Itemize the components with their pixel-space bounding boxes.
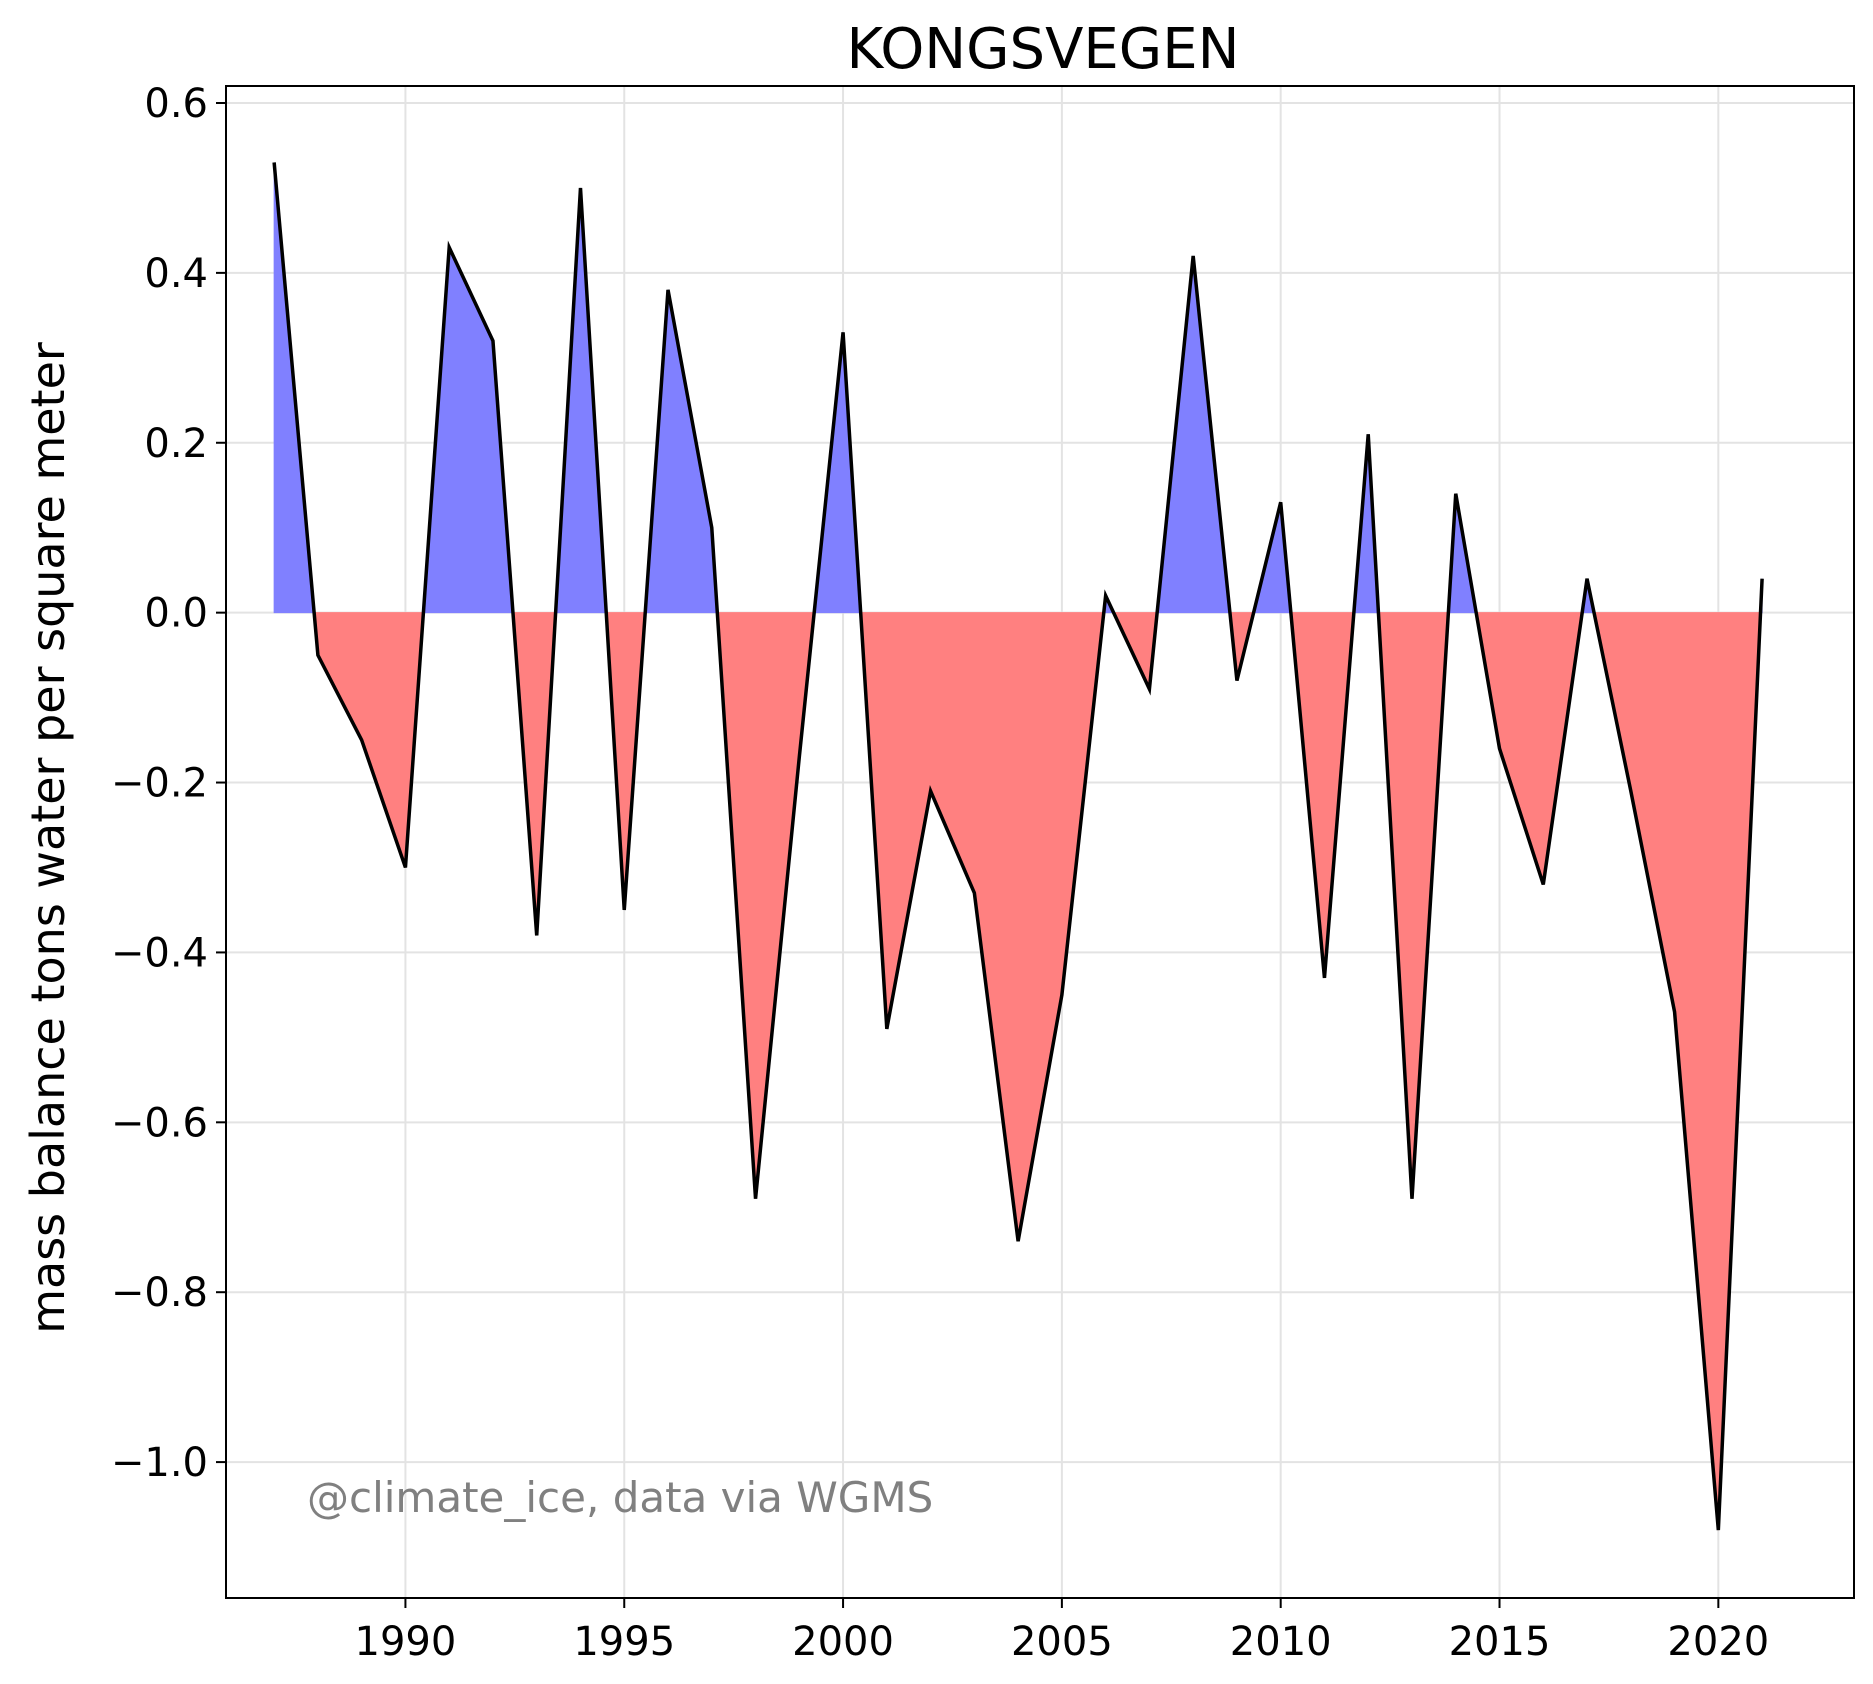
data-point bbox=[753, 1196, 759, 1202]
x-tick-label: 2015 bbox=[1449, 1619, 1551, 1665]
x-tick-label: 2020 bbox=[1667, 1619, 1769, 1665]
data-point bbox=[577, 185, 583, 191]
x-tick-label: 1995 bbox=[573, 1619, 675, 1665]
data-point bbox=[1365, 431, 1371, 437]
negative-area bbox=[860, 612, 1105, 1242]
data-point bbox=[1409, 1196, 1415, 1202]
data-point bbox=[665, 287, 671, 293]
y-tick-label: 0.2 bbox=[144, 421, 208, 467]
data-point bbox=[359, 737, 365, 743]
y-tick-label: 0.6 bbox=[144, 81, 208, 127]
data-point bbox=[1715, 1527, 1721, 1533]
data-point bbox=[1015, 1238, 1021, 1244]
negative-area bbox=[1377, 612, 1449, 1199]
data-point bbox=[1628, 788, 1634, 794]
data-point bbox=[1234, 678, 1240, 684]
x-tick-label: 2000 bbox=[792, 1619, 894, 1665]
plot-frame bbox=[225, 85, 1855, 1599]
area-fills bbox=[273, 162, 1763, 1531]
positive-area bbox=[1156, 255, 1231, 614]
data-point bbox=[971, 890, 977, 896]
data-point bbox=[796, 754, 802, 760]
x-axis-ticks: 1990 1995 2000 2005 2010 2015 2020 bbox=[355, 1598, 1769, 1665]
data-point bbox=[884, 1026, 890, 1032]
negative-area bbox=[1290, 612, 1355, 978]
x-tick-label: 2005 bbox=[1011, 1619, 1113, 1665]
data-point bbox=[1540, 881, 1546, 887]
data-point bbox=[1321, 975, 1327, 981]
data-point bbox=[446, 244, 452, 250]
data-point bbox=[1103, 593, 1109, 599]
data-point bbox=[840, 329, 846, 335]
source-annotation: @climate_ice, data via WGMS bbox=[307, 1473, 933, 1522]
data-point bbox=[1059, 992, 1065, 998]
y-tick-label: −0.6 bbox=[111, 1100, 208, 1146]
data-point bbox=[621, 907, 627, 913]
y-tick-label: 0.0 bbox=[144, 591, 208, 637]
data-point bbox=[490, 338, 496, 344]
data-point bbox=[534, 932, 540, 938]
y-tick-label: −1.0 bbox=[111, 1440, 208, 1486]
data-point bbox=[1453, 491, 1459, 497]
x-tick-label: 2010 bbox=[1230, 1619, 1332, 1665]
mass-balance-line bbox=[272, 162, 1764, 1531]
data-point bbox=[1672, 1009, 1678, 1015]
y-axis-label: mass balance tons water per square meter bbox=[21, 342, 75, 1334]
chart-title: KONGSVEGEN bbox=[847, 17, 1240, 82]
negative-area bbox=[1593, 612, 1762, 1531]
data-point bbox=[709, 525, 715, 531]
y-tick-label: 0.4 bbox=[144, 251, 208, 297]
x-tick-label: 1990 bbox=[355, 1619, 457, 1665]
data-point bbox=[271, 159, 277, 165]
y-axis-ticks: 0.6 0.4 0.2 0.0 −0.2 −0.4 −0.6 −0.8 −1.0 bbox=[111, 81, 226, 1486]
data-point bbox=[1759, 576, 1765, 582]
data-point bbox=[315, 652, 321, 658]
series-line-group bbox=[271, 159, 1765, 1533]
data-point bbox=[402, 864, 408, 870]
y-tick-label: −0.2 bbox=[111, 761, 208, 807]
data-point bbox=[928, 788, 934, 794]
data-point bbox=[1278, 499, 1284, 505]
data-point bbox=[1497, 746, 1503, 752]
data-point bbox=[1584, 576, 1590, 582]
y-tick-label: −0.4 bbox=[111, 930, 208, 976]
data-point bbox=[1190, 253, 1196, 259]
y-tick-label: −0.8 bbox=[111, 1270, 208, 1316]
positive-area bbox=[555, 187, 607, 614]
data-point bbox=[1146, 686, 1152, 692]
